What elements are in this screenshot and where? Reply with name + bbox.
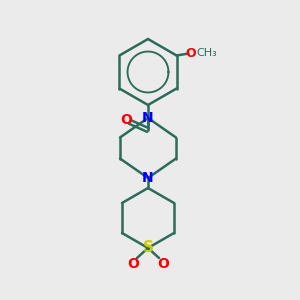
Text: O: O: [157, 257, 169, 271]
Text: S: S: [142, 241, 154, 256]
Text: O: O: [185, 47, 196, 60]
Text: O: O: [127, 257, 139, 271]
Text: N: N: [142, 171, 154, 185]
Text: O: O: [120, 113, 132, 127]
Text: N: N: [142, 111, 154, 125]
Text: CH₃: CH₃: [196, 49, 217, 58]
